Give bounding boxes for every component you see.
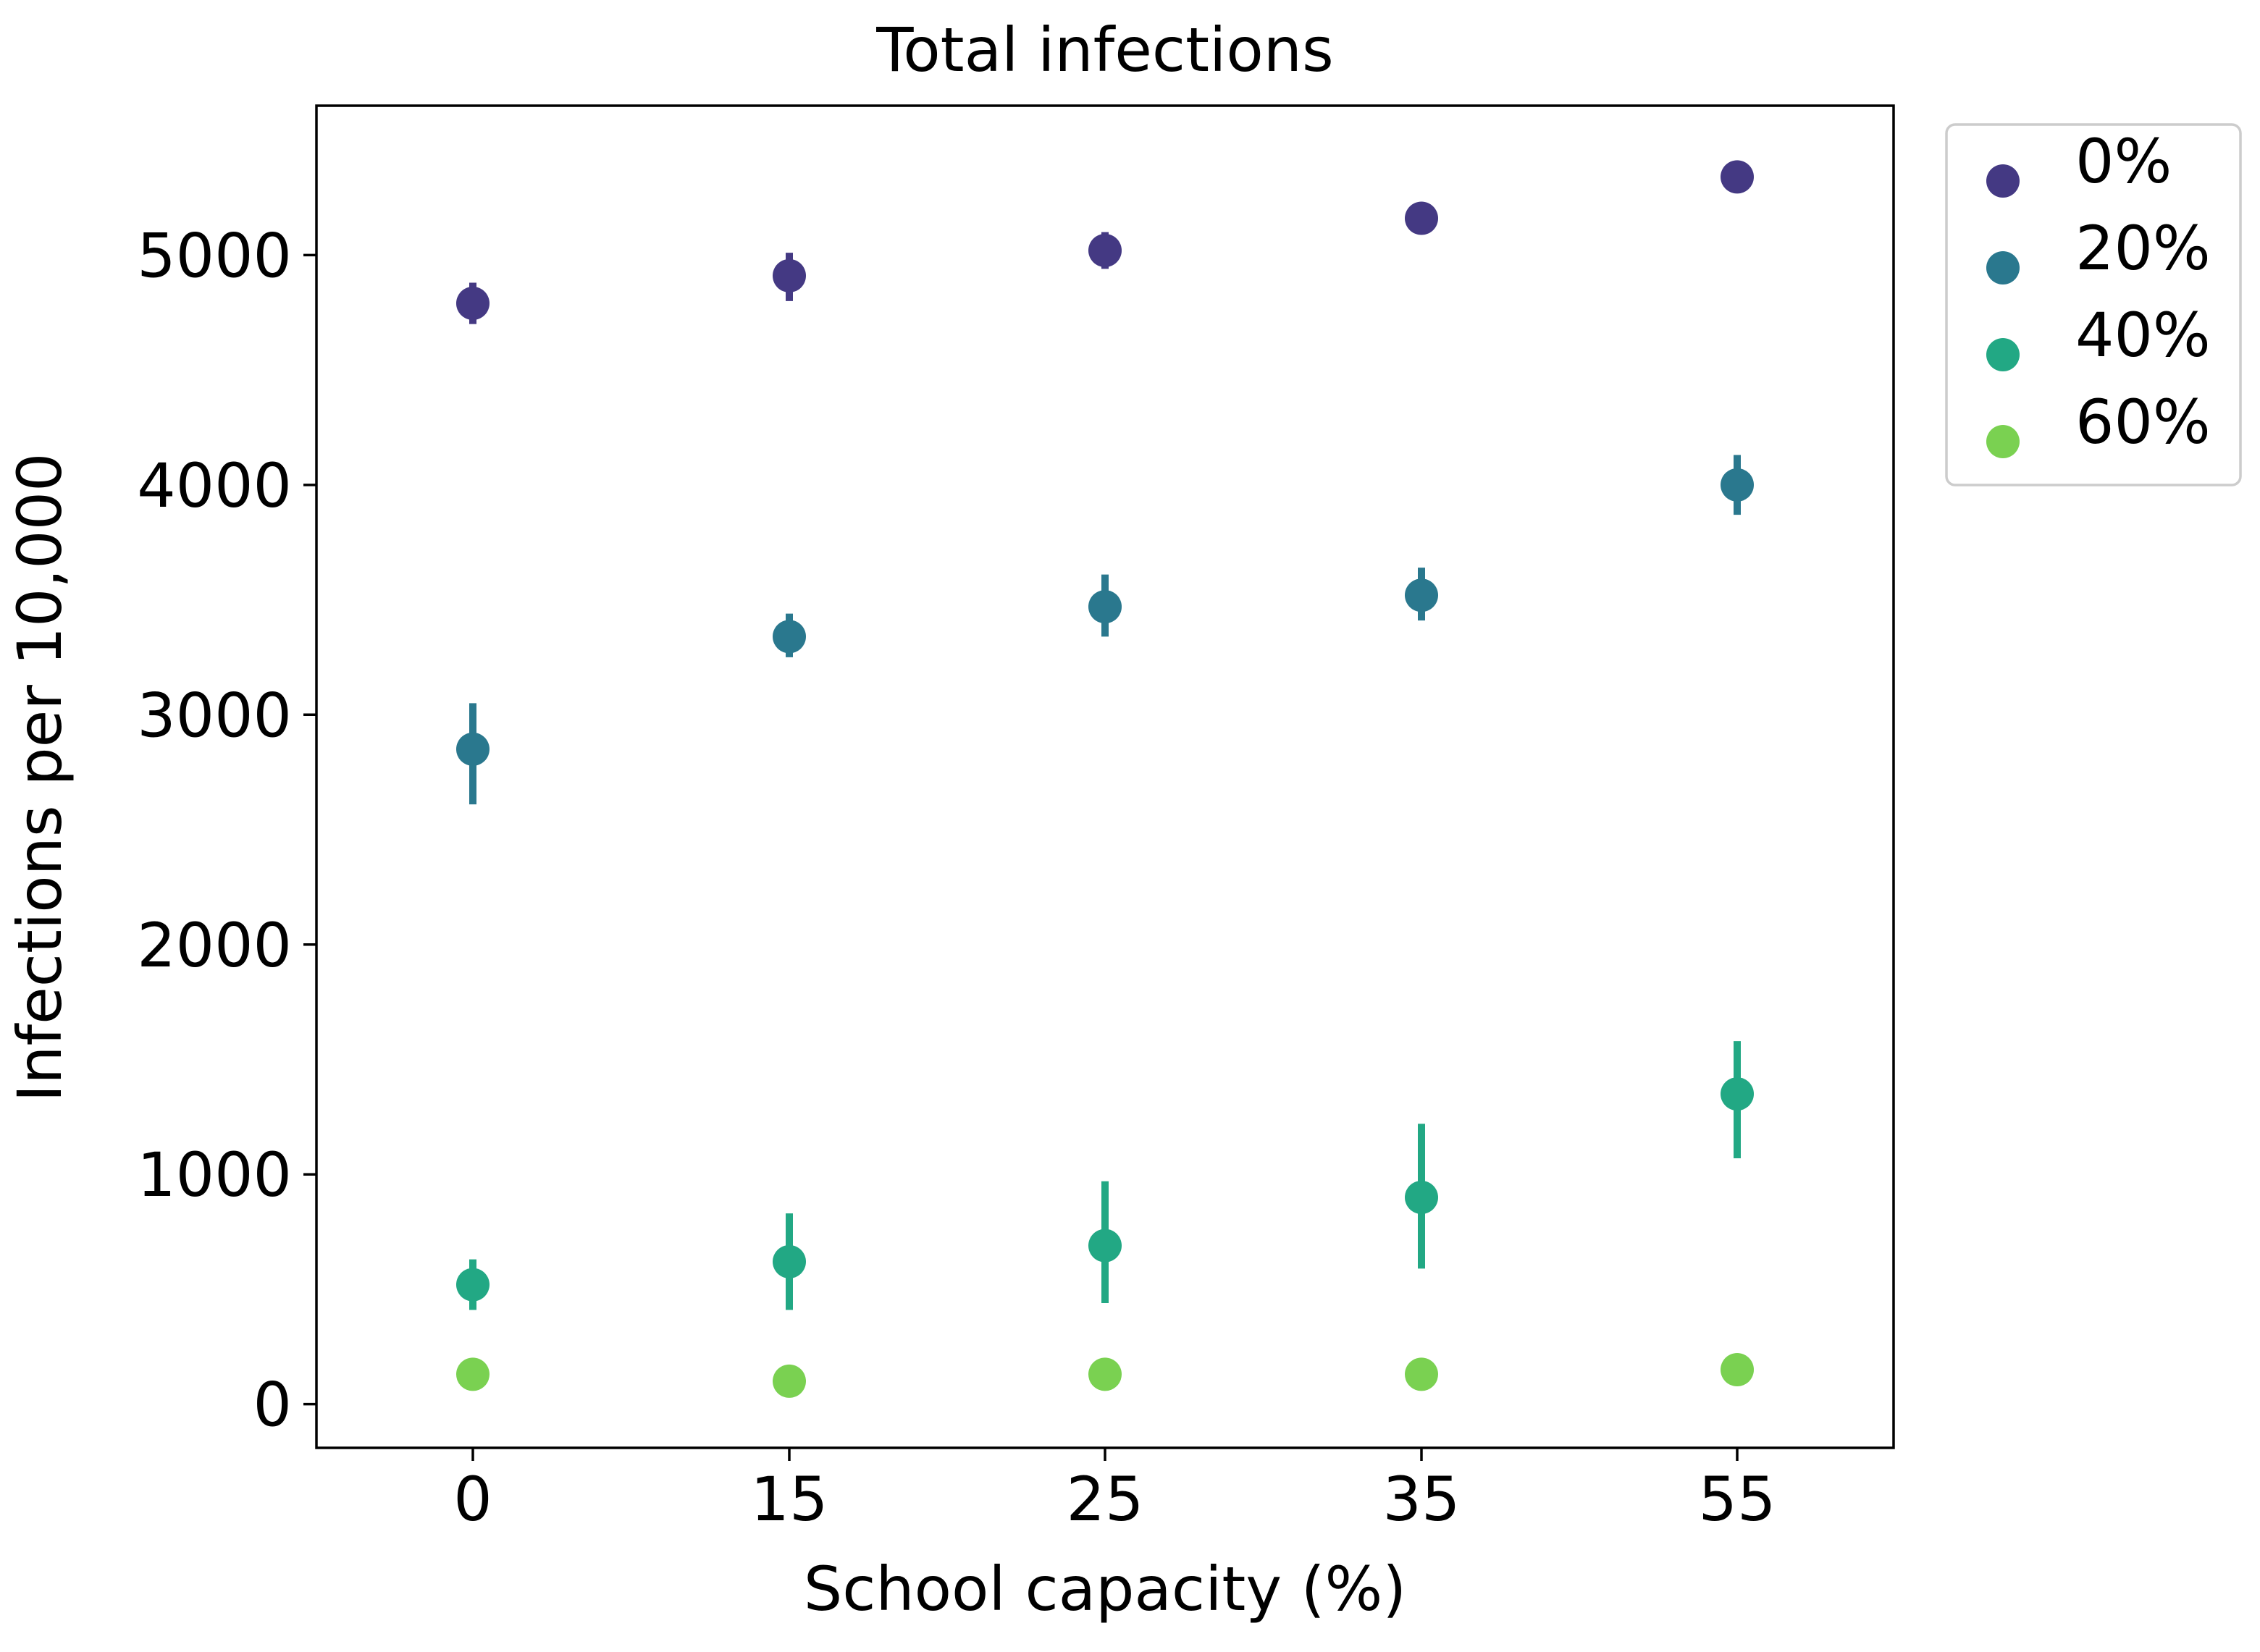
data-point xyxy=(1721,468,1754,502)
legend-marker xyxy=(1986,338,2020,371)
plot-marks xyxy=(456,160,1754,1398)
x-tick-label: 55 xyxy=(1699,1464,1776,1535)
series-1 xyxy=(456,160,1754,324)
series-3 xyxy=(456,1041,1754,1310)
data-point xyxy=(773,258,806,292)
x-tick-label: 0 xyxy=(453,1464,492,1535)
legend-label: 20% xyxy=(2075,213,2211,284)
y-tick-label: 3000 xyxy=(137,680,292,751)
data-point xyxy=(773,620,806,654)
data-point xyxy=(456,1357,490,1391)
legend-marker xyxy=(1986,251,2020,285)
legend: 0% 20% 40% 60% xyxy=(1945,123,2242,486)
legend-marker xyxy=(1986,425,2020,458)
data-point xyxy=(1405,201,1438,235)
legend-label: 0% xyxy=(2075,126,2172,197)
data-point xyxy=(1721,1077,1754,1111)
y-tick-label: 2000 xyxy=(137,910,292,981)
data-point xyxy=(1088,1357,1122,1391)
data-point xyxy=(456,1268,490,1302)
chart-title: Total infections xyxy=(875,14,1334,85)
data-point xyxy=(1721,1353,1754,1387)
x-tick-label: 25 xyxy=(1067,1464,1144,1535)
legend-label: 40% xyxy=(2075,300,2211,371)
data-point xyxy=(1721,160,1754,194)
legend-label: 60% xyxy=(2075,387,2211,458)
legend-marker xyxy=(1986,164,2020,198)
series-2 xyxy=(456,455,1754,805)
legend-entry: 0% xyxy=(1986,126,2172,198)
data-point xyxy=(456,732,490,766)
legend-frame xyxy=(1945,123,2242,486)
data-point xyxy=(1405,578,1438,612)
data-point xyxy=(1088,1229,1122,1263)
data-point xyxy=(1088,234,1122,268)
x-axis-label: School capacity (%) xyxy=(804,1554,1406,1624)
data-point xyxy=(1088,590,1122,624)
y-tick-label: 0 xyxy=(253,1370,292,1441)
y-tick-label: 1000 xyxy=(137,1139,292,1210)
legend-entry: 40% xyxy=(1986,300,2211,371)
data-point xyxy=(1405,1180,1438,1214)
legend-entry: 60% xyxy=(1986,387,2211,458)
data-point xyxy=(773,1364,806,1398)
data-point xyxy=(1405,1357,1438,1391)
legend-items: 0% 20% 40% 60% xyxy=(1986,126,2211,458)
data-point xyxy=(773,1244,806,1278)
y-axis-label: Infections per 10,000 xyxy=(4,453,75,1103)
y-tick-label: 5000 xyxy=(137,220,292,291)
x-axis: 0 15 25 35 55 xyxy=(453,1448,1776,1535)
y-axis: 0 1000 2000 3000 4000 5000 xyxy=(137,220,316,1441)
x-tick-label: 15 xyxy=(751,1464,828,1535)
series-4 xyxy=(456,1353,1754,1398)
legend-entry: 20% xyxy=(1986,213,2211,285)
x-tick-label: 35 xyxy=(1383,1464,1461,1535)
y-tick-label: 4000 xyxy=(137,450,292,521)
data-point xyxy=(456,287,490,321)
